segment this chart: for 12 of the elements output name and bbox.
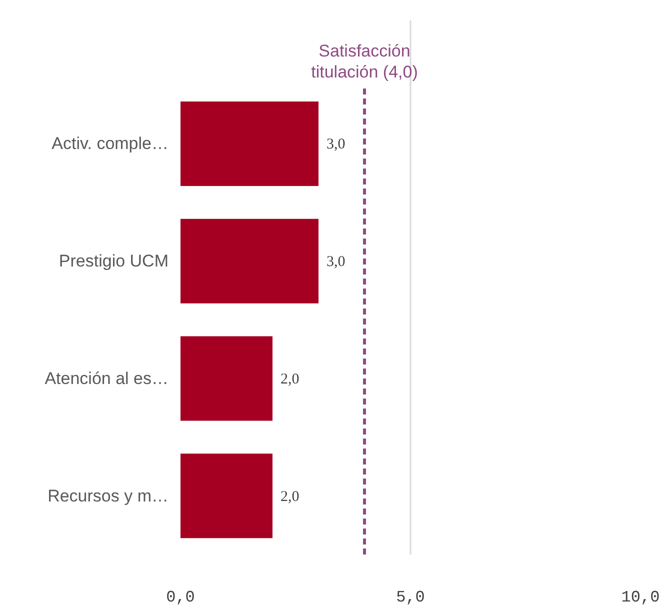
data-label: 3,0 [326, 136, 346, 153]
y-tick-label: Prestigio UCM [58, 252, 169, 271]
data-label: 2,0 [280, 488, 300, 505]
y-tick-label: Atención al es… [44, 368, 169, 388]
data-label: 2,0 [280, 371, 300, 388]
y-tick-label: Recursos y m… [48, 486, 169, 506]
data-label: 3,0 [326, 254, 346, 270]
ref-line-label: Satisfacción titulación (4,0) [311, 42, 418, 82]
x-tick-label: 10,0 [621, 588, 660, 606]
y-tick-label: Activ. comple… [52, 134, 169, 154]
x-tick-label: 5,0 [396, 588, 425, 606]
x-tick-label: 0,0 [166, 588, 195, 606]
